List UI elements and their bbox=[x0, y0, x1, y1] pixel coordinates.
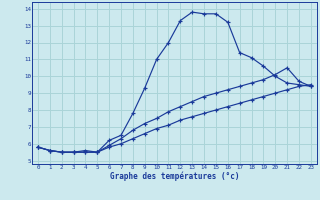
X-axis label: Graphe des températures (°c): Graphe des températures (°c) bbox=[110, 171, 239, 181]
